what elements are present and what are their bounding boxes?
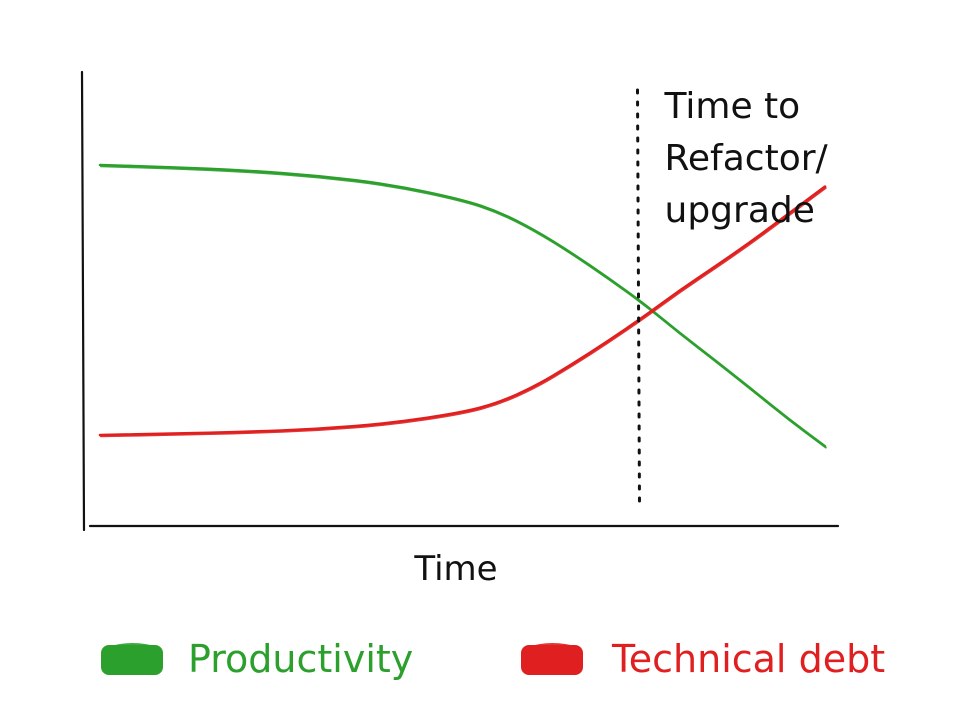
legend-item-technical-debt: Technical debt [521, 637, 885, 681]
series-productivity [98, 163, 827, 449]
annotation-text-0-2: upgrade [665, 190, 815, 231]
legend-swatch-stroke-productivity [107, 643, 159, 649]
series-layer [98, 163, 827, 449]
series-line-shadow-technical-debt [99, 187, 827, 438]
series-line-technical-debt [98, 185, 827, 437]
y-axis [80, 70, 86, 532]
legend: Productivity Technical debt [101, 637, 885, 681]
x-axis-label: Time [413, 549, 497, 589]
legend-swatch-productivity [101, 645, 163, 675]
legend-item-productivity: Productivity [101, 637, 413, 681]
annotation-layer: Time to Refactor/upgrade [636, 86, 829, 507]
annotation-text-0-1: Refactor/ [665, 138, 829, 179]
legend-swatch-stroke-technical-debt [527, 643, 579, 649]
annotation-text-0-0: Time to [664, 86, 801, 127]
series-technical-debt [98, 185, 827, 438]
legend-swatch-technical-debt [521, 645, 583, 675]
annotation-marker-0 [636, 88, 641, 507]
legend-label-productivity: Productivity [188, 637, 413, 681]
series-line-shadow-productivity [99, 165, 827, 449]
legend-label-technical-debt: Technical debt [611, 637, 885, 681]
